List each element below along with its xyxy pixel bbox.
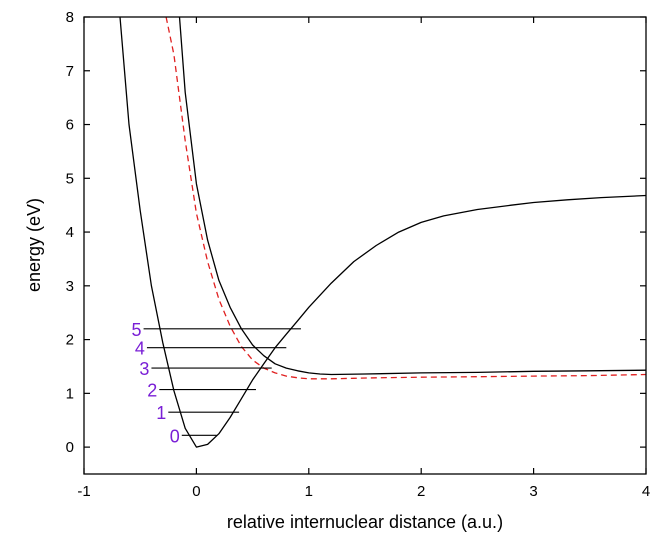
x-tick-label: -1 [77,483,90,500]
y-tick-label: 7 [66,63,74,80]
level-label-5: 5 [132,320,142,340]
level-label-3: 3 [139,359,149,379]
y-tick-label: 0 [66,439,74,456]
plot-frame [84,17,646,474]
y-tick-label: 8 [66,9,74,26]
level-label-4: 4 [135,339,145,359]
y-axis-title: energy (eV) [24,198,44,292]
x-axis-ticks: -1 0 1 2 3 4 [77,17,650,500]
y-tick-label: 2 [66,332,74,349]
y-tick-label: 6 [66,117,74,134]
x-tick-label: 3 [529,483,537,500]
level-label-1: 1 [156,403,166,423]
series-line-1 [120,17,646,447]
series-line-3 [166,17,646,379]
x-axis-title: relative internuclear distance (a.u.) [227,512,503,532]
level-label-2: 2 [147,381,157,401]
y-tick-label: 4 [66,224,74,241]
x-tick-label: 2 [417,483,425,500]
level-label-0: 0 [170,426,180,446]
x-tick-label: 1 [305,483,313,500]
y-tick-label: 5 [66,170,74,187]
y-tick-label: 3 [66,278,74,295]
x-tick-label: 4 [642,483,650,500]
curve-layer [120,17,646,447]
series-line-2 [180,17,647,375]
y-tick-label: 1 [66,385,74,402]
x-tick-label: 0 [192,483,200,500]
